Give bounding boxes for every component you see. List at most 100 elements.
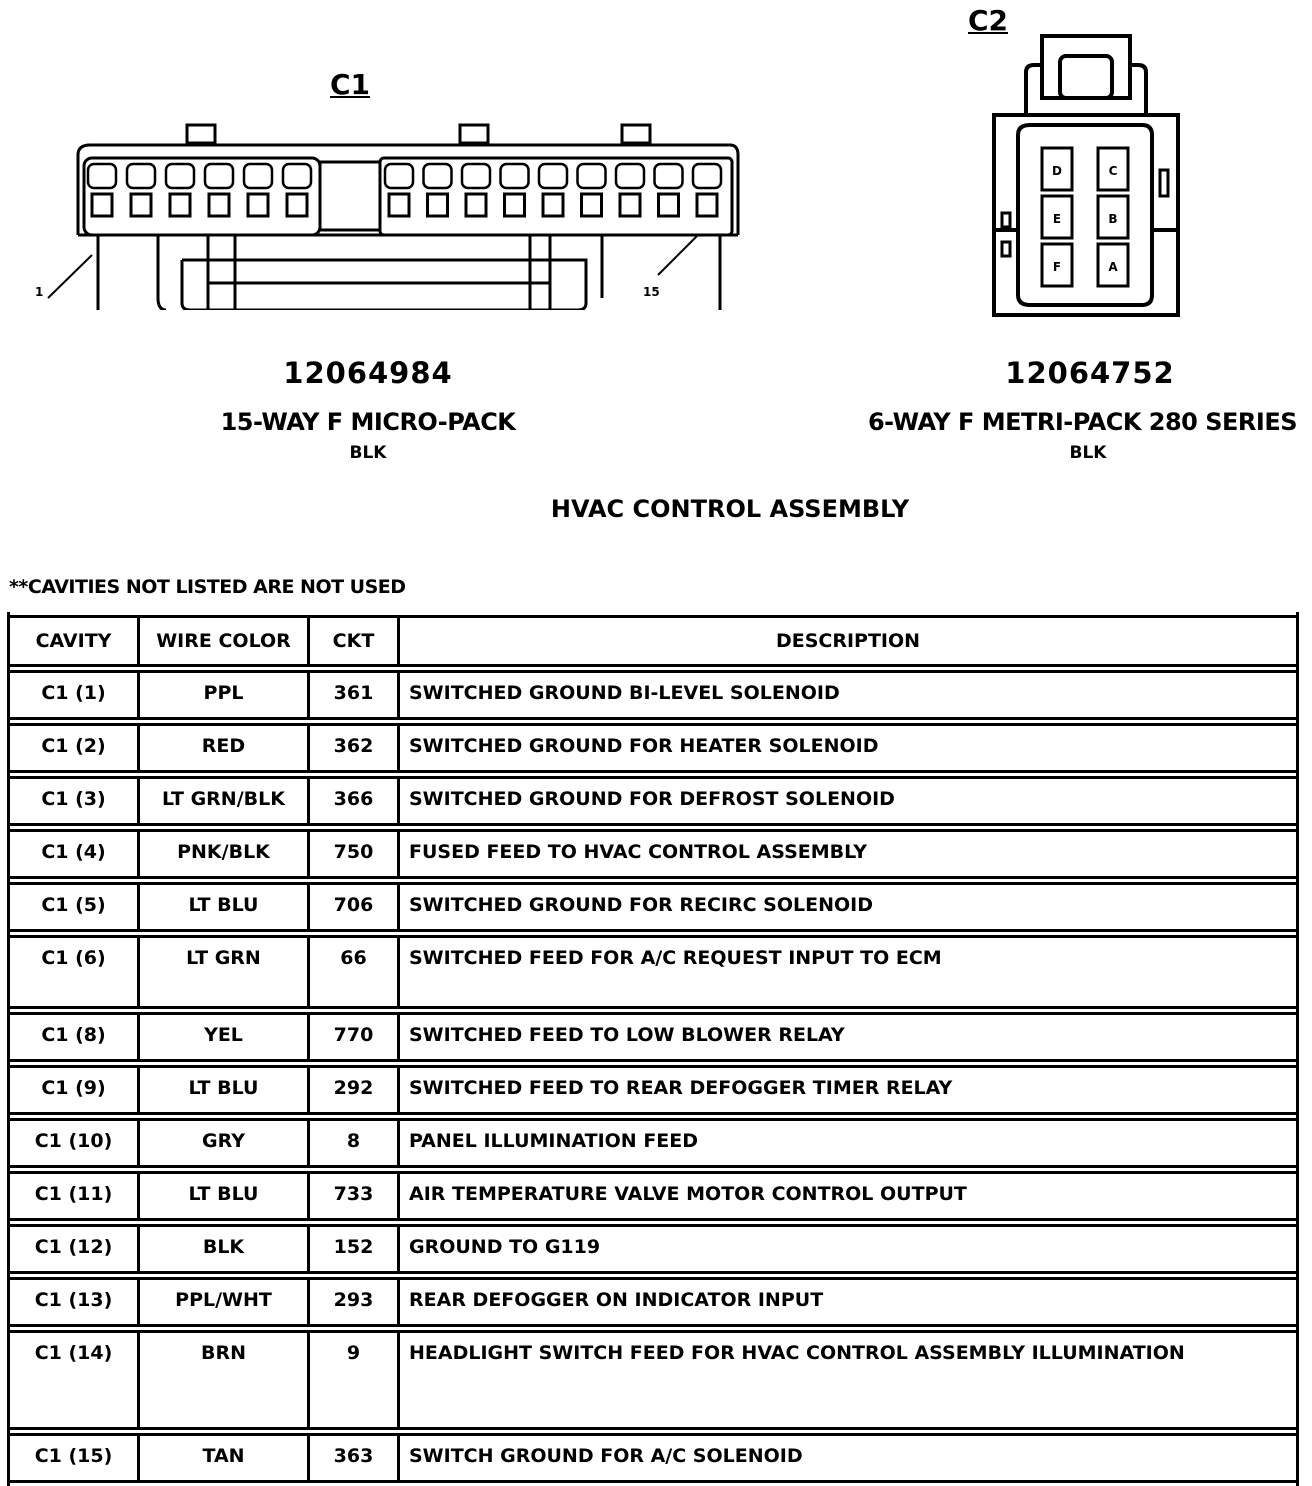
cell-wire-color: PPL/WHT <box>137 1277 307 1327</box>
c2-cavity-c: C <box>1109 164 1118 178</box>
c2-color: BLK <box>1069 443 1107 463</box>
table-row: C1 (4) PNK/BLK 750 FUSED FEED TO HVAC CONTR… <box>10 829 1296 879</box>
cell-cavity: C1 (1) <box>10 670 137 720</box>
diagram-title: HVAC CONTROL ASSEMBLY <box>550 495 910 523</box>
c1-cavity <box>695 192 719 218</box>
cell-cavity: C1 (8) <box>10 1012 137 1062</box>
c1-terminal-latch <box>691 162 723 190</box>
cell-ckt: 362 <box>307 723 397 773</box>
cell-wire-color: PPL <box>137 670 307 720</box>
cell-description: SWITCHED GROUND FOR RECIRC SOLENOID <box>397 882 1296 932</box>
c1-cavity <box>618 192 642 218</box>
cell-wire-color: RED <box>137 723 307 773</box>
cell-wire-color: GRY <box>137 1118 307 1168</box>
table-row: C1 (9) LT BLU 292 SWITCHED FEED TO REAR DEF… <box>10 1065 1296 1115</box>
cell-description: HEADLIGHT SWITCH FEED FOR HVAC CONTROL A… <box>397 1330 1296 1430</box>
c2-part-number: 12064752 <box>1005 356 1175 390</box>
cell-wire-color: LT BLU <box>137 882 307 932</box>
cell-description: PANEL ILLUMINATION FEED <box>397 1118 1296 1168</box>
table-row: C1 (11) LT BLU 733 AIR TEMPERATURE VALVE MO… <box>10 1171 1296 1221</box>
cell-cavity: C1 (3) <box>10 776 137 826</box>
cell-cavity: C1 (15) <box>10 1433 137 1483</box>
cell-cavity: C1 (12) <box>10 1224 137 1274</box>
c1-connector-drawing <box>47 123 740 310</box>
cell-cavity: C1 (6) <box>10 935 137 1009</box>
cell-description: SWITCHED FEED FOR A/C REQUEST INPUT TO E… <box>397 935 1296 1009</box>
cell-ckt: 66 <box>307 935 397 1009</box>
c2-cavity-f: F <box>1053 260 1061 274</box>
table-row: C1 (12) BLK 152 GROUND TO G119 <box>10 1224 1296 1274</box>
c1-terminal-latch <box>383 162 415 190</box>
c2-connector-drawing: D C E B F A <box>992 34 1180 317</box>
table-row: C1 (13) PPL/WHT 293 REAR DEFOGGER ON INDICA… <box>10 1277 1296 1327</box>
table-row: C1 (8) YEL 770 SWITCHED FEED TO LOW BLOWER … <box>10 1012 1296 1062</box>
c1-terminal-latch <box>499 162 530 190</box>
c2-cavity-e: E <box>1053 212 1061 226</box>
table-row: C1 (10) GRY 8 PANEL ILLUMINATION FEED <box>10 1118 1296 1168</box>
cell-wire-color: LT BLU <box>137 1171 307 1221</box>
cell-description: GROUND TO G119 <box>397 1224 1296 1274</box>
cell-ckt: 293 <box>307 1277 397 1327</box>
cell-ckt: 363 <box>307 1433 397 1483</box>
cell-cavity: C1 (4) <box>10 829 137 879</box>
table-row: C1 (14) BRN 9 HEADLIGHT SWITCH FEED FOR HVA… <box>10 1330 1296 1430</box>
c1-cavity <box>387 192 411 218</box>
c2-cavity-d: D <box>1052 164 1062 178</box>
cell-cavity: C1 (2) <box>10 723 137 773</box>
cell-wire-color: TAN <box>137 1433 307 1483</box>
table-row: C1 (6) LT GRN 66 SWITCHED FEED FOR A/C REQU… <box>10 935 1296 1009</box>
c2-cavity-a: A <box>1108 260 1118 274</box>
cell-description: SWITCHED GROUND FOR HEATER SOLENOID <box>397 723 1296 773</box>
c1-cavity <box>503 192 526 218</box>
table-row: C1 (3) LT GRN/BLK 366 SWITCHED GROUND FOR D… <box>10 776 1296 826</box>
cell-ckt: 9 <box>307 1330 397 1430</box>
cell-description: FUSED FEED TO HVAC CONTROL ASSEMBLY <box>397 829 1296 879</box>
c1-terminal-latch <box>422 162 453 190</box>
cell-description: SWITCH GROUND FOR A/C SOLENOID <box>397 1433 1296 1483</box>
c2-description: 6-WAY F METRI-PACK 280 SERIES <box>867 408 1298 436</box>
pinout-table: CAVITY WIRE COLOR CKT DESCRIPTION C1 (1)… <box>7 612 1299 1486</box>
c1-cavity <box>90 192 114 218</box>
cell-wire-color: LT BLU <box>137 1065 307 1115</box>
c1-terminal-latch <box>242 162 274 190</box>
table-header-row: CAVITY WIRE COLOR CKT DESCRIPTION <box>10 615 1296 667</box>
c1-description: 15-WAY F MICRO-PACK <box>220 408 516 436</box>
cell-description: REAR DEFOGGER ON INDICATOR INPUT <box>397 1277 1296 1327</box>
c1-cavity <box>207 192 231 218</box>
cell-ckt: 770 <box>307 1012 397 1062</box>
cell-cavity: C1 (13) <box>10 1277 137 1327</box>
c1-cavity <box>541 192 565 218</box>
c1-terminal-latch <box>203 162 235 190</box>
cell-wire-color: LT GRN/BLK <box>137 776 307 826</box>
cell-cavity: C1 (11) <box>10 1171 137 1221</box>
header-cavity: CAVITY <box>10 615 137 667</box>
cell-ckt: 366 <box>307 776 397 826</box>
c1-cavity <box>129 192 153 218</box>
cell-wire-color: BLK <box>137 1224 307 1274</box>
c1-terminal-latch <box>537 162 569 190</box>
c1-cavity <box>464 192 488 218</box>
cell-cavity: C1 (14) <box>10 1330 137 1430</box>
cell-description: SWITCHED GROUND BI-LEVEL SOLENOID <box>397 670 1296 720</box>
c1-part-number: 12064984 <box>283 356 453 390</box>
cell-wire-color: LT GRN <box>137 935 307 1009</box>
cell-description: SWITCHED FEED TO LOW BLOWER RELAY <box>397 1012 1296 1062</box>
c1-terminal-latch <box>614 162 646 190</box>
c1-cavity <box>426 192 449 218</box>
table-row: C1 (5) LT BLU 706 SWITCHED GROUND FOR RECIR… <box>10 882 1296 932</box>
c1-label: C1 <box>330 68 371 101</box>
cell-cavity: C1 (10) <box>10 1118 137 1168</box>
cell-ckt: 750 <box>307 829 397 879</box>
header-description: DESCRIPTION <box>397 615 1296 667</box>
c1-terminal-latch <box>86 162 118 190</box>
cell-cavity: C1 (9) <box>10 1065 137 1115</box>
cell-wire-color: PNK/BLK <box>137 829 307 879</box>
c1-pin-1-label: 1 <box>35 285 44 299</box>
cell-description: AIR TEMPERATURE VALVE MOTOR CONTROL OUTP… <box>397 1171 1296 1221</box>
c1-cavity <box>168 192 192 218</box>
c1-terminal-latch <box>125 162 157 190</box>
cell-ckt: 152 <box>307 1224 397 1274</box>
cell-ckt: 8 <box>307 1118 397 1168</box>
cell-wire-color: YEL <box>137 1012 307 1062</box>
c1-cavity <box>285 192 309 218</box>
